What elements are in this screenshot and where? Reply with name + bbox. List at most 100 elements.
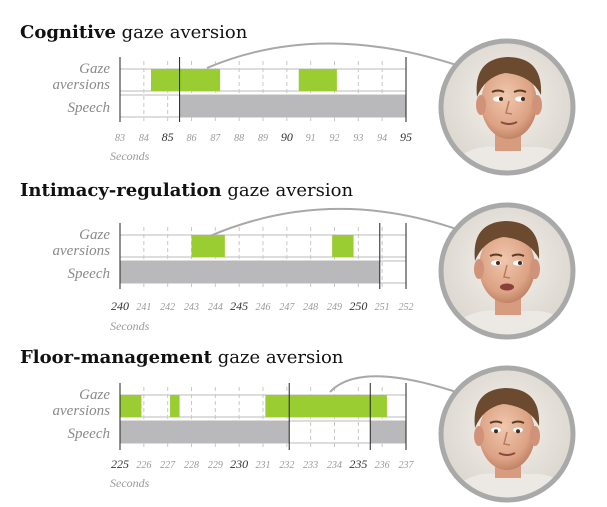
hair bbox=[474, 221, 540, 261]
mouth bbox=[498, 452, 516, 456]
nose bbox=[503, 431, 511, 446]
tick-label: 250 bbox=[349, 299, 367, 313]
tick-label: 240 bbox=[111, 299, 129, 313]
tick-label: 90 bbox=[281, 130, 293, 144]
hair bbox=[476, 57, 542, 97]
tick-label: 242 bbox=[160, 302, 175, 313]
face-speaking-icon bbox=[441, 205, 573, 337]
tick-label: 226 bbox=[136, 460, 151, 471]
tick-label: 243 bbox=[184, 302, 199, 313]
photo-ring bbox=[438, 365, 576, 503]
tick-label: 252 bbox=[399, 302, 414, 313]
tick-label: 245 bbox=[230, 299, 248, 313]
axis-unit: Seconds bbox=[110, 476, 150, 490]
pupil bbox=[499, 97, 503, 101]
tick-label: 94 bbox=[377, 133, 387, 144]
tick-label: 234 bbox=[327, 460, 342, 471]
ear bbox=[474, 259, 484, 279]
panel-title: Intimacy-regulation gaze aversion bbox=[20, 180, 353, 201]
mouth bbox=[500, 121, 518, 125]
tick-label: 87 bbox=[210, 133, 221, 144]
tick-label: 244 bbox=[208, 302, 223, 313]
tick-label: 85 bbox=[162, 130, 174, 144]
gaze-track bbox=[119, 234, 407, 258]
panel-1: Intimacy-regulation gaze aversion Gazeave… bbox=[20, 180, 576, 340]
tick-label: 241 bbox=[136, 302, 151, 313]
pupil bbox=[496, 261, 500, 265]
row-label-gaze-line2: aversions bbox=[53, 243, 111, 259]
tick-label: 84 bbox=[139, 133, 149, 144]
eyebrow bbox=[489, 253, 503, 257]
tick-label: 92 bbox=[330, 133, 340, 144]
eyebrow bbox=[511, 253, 525, 257]
pupil bbox=[521, 97, 525, 101]
speech-bar bbox=[120, 261, 380, 283]
eyebrow bbox=[511, 420, 525, 424]
ear bbox=[530, 259, 540, 279]
mouth bbox=[500, 283, 514, 291]
ear bbox=[530, 426, 540, 446]
panel-title-bold: Cognitive bbox=[20, 22, 116, 43]
row-label-gaze-line2: aversions bbox=[53, 77, 111, 93]
panel-title-bold: Intimacy-regulation bbox=[20, 180, 222, 201]
tick-label: 225 bbox=[111, 457, 129, 471]
tick-label: 91 bbox=[306, 133, 316, 144]
photo-ring bbox=[438, 38, 576, 176]
tick-label: 249 bbox=[327, 302, 342, 313]
callout-line bbox=[329, 375, 460, 395]
gaze-aversion-bar bbox=[170, 395, 180, 417]
tick-label: 236 bbox=[375, 460, 390, 471]
eyebrow bbox=[513, 89, 527, 93]
row-label-gaze-line2: aversions bbox=[53, 403, 111, 419]
tick-label: 88 bbox=[234, 133, 244, 144]
tick-label: 248 bbox=[303, 302, 318, 313]
pupil bbox=[518, 261, 522, 265]
eyebrow bbox=[491, 89, 505, 93]
tick-label: 235 bbox=[349, 457, 367, 471]
speech-bar bbox=[179, 95, 406, 117]
tick-label: 89 bbox=[258, 133, 268, 144]
tick-label: 231 bbox=[256, 460, 271, 471]
callout-line bbox=[209, 207, 460, 237]
ear bbox=[476, 95, 486, 115]
tick-label: 251 bbox=[375, 302, 390, 313]
tick-label: 237 bbox=[399, 460, 415, 471]
speech-bar bbox=[120, 421, 290, 443]
tick-label: 228 bbox=[184, 460, 199, 471]
pupil bbox=[494, 429, 498, 434]
row-label-speech: Speech bbox=[68, 100, 110, 116]
row-label-gaze-line1: Gaze bbox=[79, 387, 110, 403]
hair bbox=[474, 388, 540, 428]
gaze-aversion-bar bbox=[332, 235, 354, 257]
row-label-speech: Speech bbox=[68, 266, 110, 282]
eyebrow bbox=[489, 420, 503, 424]
face-looking-down-icon bbox=[441, 368, 573, 500]
tick-label: 86 bbox=[187, 133, 197, 144]
tick-label: 83 bbox=[115, 133, 125, 144]
callout-line bbox=[206, 42, 460, 69]
gaze-aversion-bar bbox=[191, 235, 225, 257]
tick-label: 227 bbox=[160, 460, 176, 471]
panel-title-rest: gaze aversion bbox=[212, 347, 344, 368]
tick-label: 247 bbox=[279, 302, 295, 313]
tick-label: 230 bbox=[230, 457, 248, 471]
axis-unit: Seconds bbox=[110, 149, 150, 163]
panel-title-bold: Floor-management bbox=[20, 347, 213, 368]
gaze-aversion-bar bbox=[265, 395, 387, 417]
nose bbox=[503, 264, 511, 279]
panel-title: Cognitive gaze aversion bbox=[20, 22, 248, 43]
tick-label: 229 bbox=[208, 460, 223, 471]
pupil bbox=[516, 429, 520, 434]
row-label-gaze-line1: Gaze bbox=[79, 227, 110, 243]
tick-label: 232 bbox=[279, 460, 294, 471]
gaze-aversion-bar bbox=[150, 69, 221, 91]
ear bbox=[474, 426, 484, 446]
panel-title-rest: gaze aversion bbox=[116, 22, 248, 43]
tick-label: 233 bbox=[303, 460, 318, 471]
tick-label: 246 bbox=[256, 302, 271, 313]
speech-bar bbox=[370, 421, 406, 443]
panel-2: Floor-management gaze aversion Gazeaversi… bbox=[20, 347, 576, 503]
tick-label: 93 bbox=[353, 133, 363, 144]
